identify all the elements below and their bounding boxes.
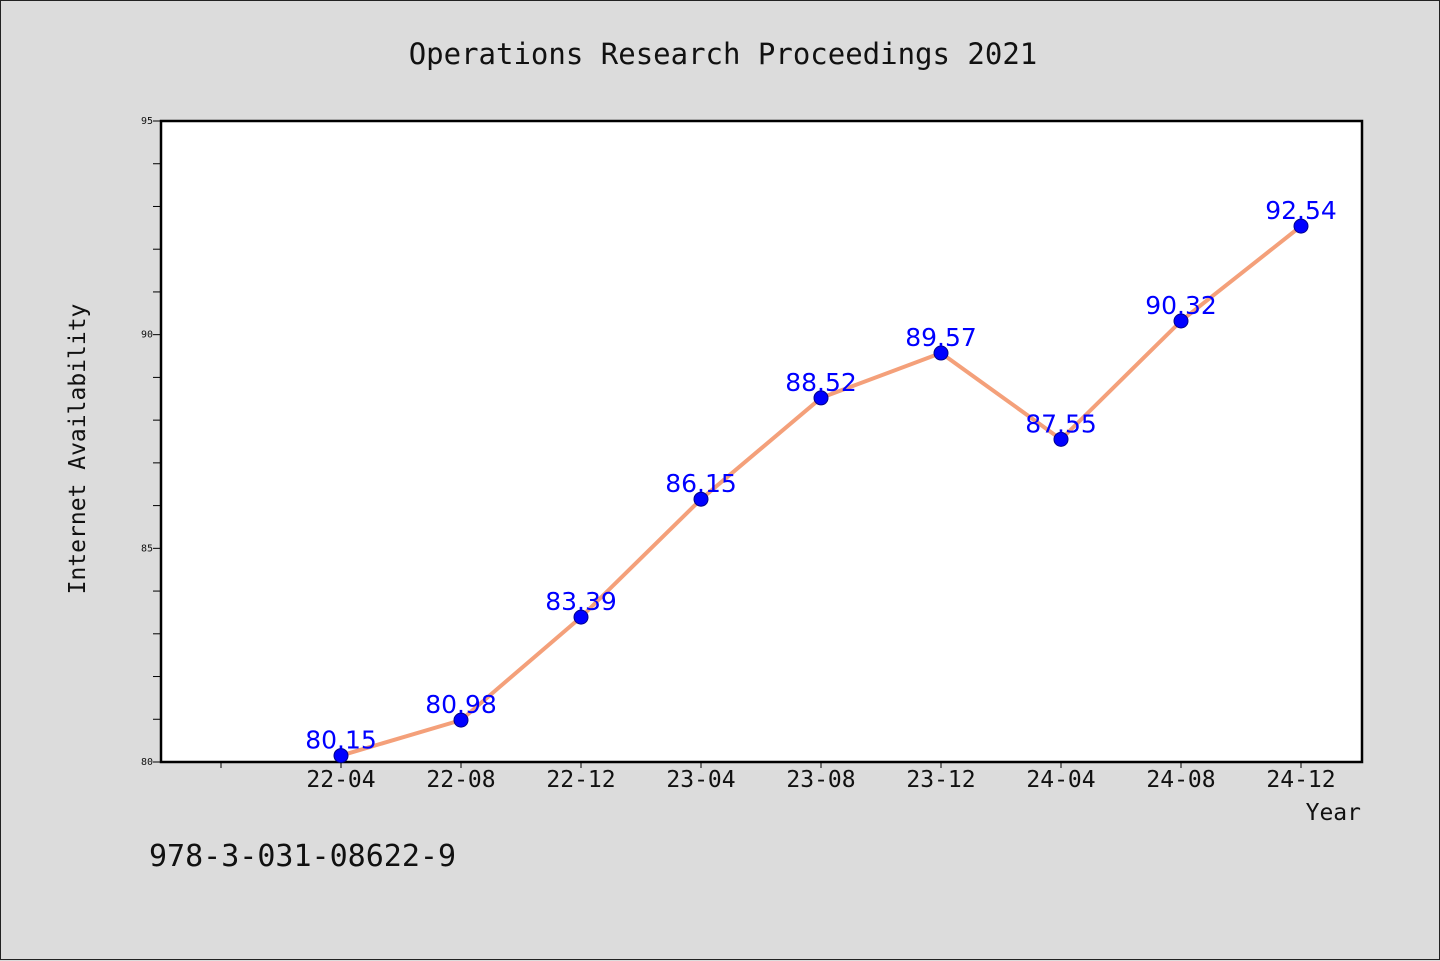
- x-tick-label: 23-08: [786, 767, 855, 793]
- data-point: [1053, 431, 1069, 447]
- x-tick-label: 23-12: [906, 767, 975, 793]
- data-point: [1173, 313, 1189, 329]
- x-tick-label: 24-12: [1266, 767, 1335, 793]
- isbn-text: 978-3-031-08622-9: [149, 839, 456, 874]
- y-tick-label: 90: [141, 330, 153, 341]
- data-point: [453, 712, 469, 728]
- data-label: 80.98: [425, 690, 497, 719]
- x-tick-label: 23-04: [666, 767, 735, 793]
- data-point: [693, 491, 709, 507]
- data-point: [573, 609, 589, 625]
- data-label: 86.15: [665, 469, 737, 498]
- x-axis: 22-04 22-08 22-12 23-04 23-08 23-12 24-04 24-08…: [220, 762, 1336, 793]
- data-label: 92.54: [1265, 196, 1337, 225]
- data-label: 87.55: [1025, 409, 1097, 438]
- data-label: 90.32: [1145, 291, 1217, 320]
- data-point: [1293, 218, 1309, 234]
- x-tick-label: 24-04: [1026, 767, 1095, 793]
- x-tick-label: 24-08: [1146, 767, 1215, 793]
- plot-area: [159, 119, 1364, 764]
- data-point: [333, 748, 349, 764]
- y-axis-title: Internet Availability: [65, 304, 91, 595]
- y-tick-label: 95: [141, 116, 153, 127]
- data-label: 89.57: [905, 323, 977, 352]
- data-point: [813, 390, 829, 406]
- data-label: 88.52: [785, 368, 857, 397]
- data-point: [933, 345, 949, 361]
- x-axis-title: Year: [1306, 800, 1361, 826]
- x-tick-label: 22-08: [426, 767, 495, 793]
- y-tick-label: 85: [141, 543, 153, 554]
- series-line-group: 80.15 80.98 83.39 86.15 88.52 89.57 87.55 90.32…: [305, 196, 1337, 764]
- y-tick-label: 80: [141, 757, 153, 768]
- data-label: 83.39: [545, 587, 617, 616]
- data-label: 80.15: [305, 726, 377, 755]
- chart-title: Operations Research Proceedings 2021: [409, 37, 1038, 71]
- x-tick-label: 22-04: [306, 767, 375, 793]
- x-tick-label: 22-12: [546, 767, 615, 793]
- y-axis: 80 85 90 95: [141, 116, 161, 768]
